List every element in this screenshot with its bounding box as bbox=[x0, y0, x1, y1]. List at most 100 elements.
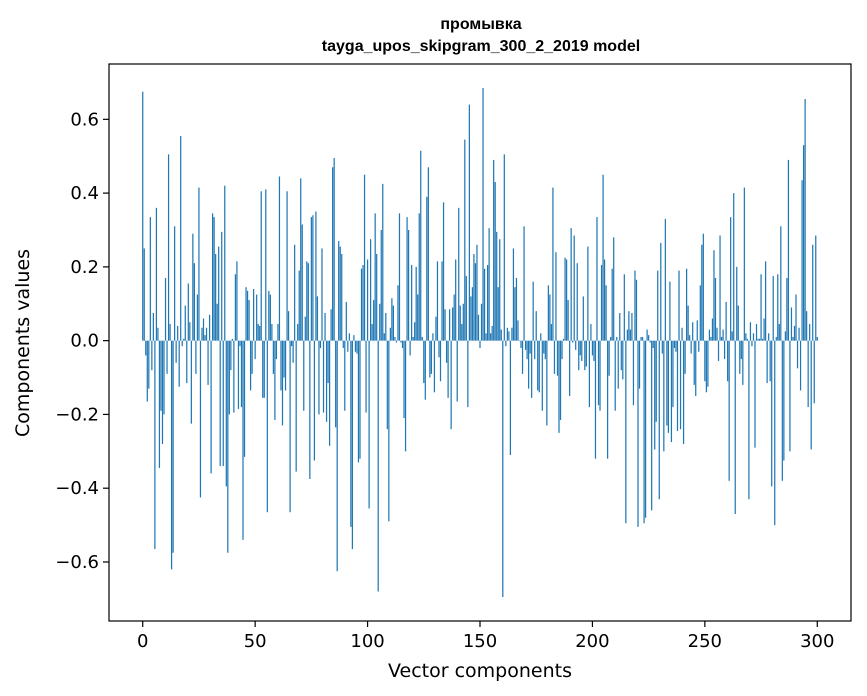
bar bbox=[175, 340, 177, 363]
y-tick-label: 0.0 bbox=[70, 331, 99, 352]
bar bbox=[459, 305, 461, 341]
bar bbox=[298, 270, 300, 341]
bar bbox=[547, 285, 549, 341]
bar bbox=[248, 300, 250, 341]
bar bbox=[623, 274, 625, 341]
x-tick-label: 300 bbox=[800, 631, 834, 652]
bar bbox=[529, 340, 531, 354]
bar bbox=[196, 294, 199, 341]
y-tick-label: 0.2 bbox=[70, 257, 99, 278]
bar bbox=[427, 167, 429, 341]
bar bbox=[254, 340, 256, 360]
bar bbox=[667, 340, 669, 433]
bar bbox=[752, 333, 755, 341]
bar bbox=[468, 104, 470, 341]
bar bbox=[240, 340, 243, 408]
bar bbox=[581, 340, 583, 361]
bar bbox=[204, 335, 206, 341]
bar bbox=[629, 329, 632, 341]
bar bbox=[689, 335, 691, 341]
bar bbox=[553, 340, 556, 374]
bar bbox=[429, 340, 431, 378]
bar bbox=[798, 327, 800, 341]
bar bbox=[263, 340, 265, 398]
chart-subtitle: tayga_upos_skipgram_300_2_2019 model bbox=[322, 38, 640, 55]
bar bbox=[765, 261, 767, 341]
bar bbox=[370, 239, 372, 341]
bar bbox=[766, 340, 768, 384]
bar bbox=[556, 340, 559, 376]
bar bbox=[699, 285, 701, 341]
bar bbox=[675, 340, 677, 352]
bar bbox=[461, 324, 463, 341]
bar bbox=[648, 335, 650, 341]
x-axis-label: Vector components bbox=[388, 660, 572, 682]
bar bbox=[412, 336, 414, 341]
bar bbox=[415, 266, 417, 341]
bar bbox=[411, 265, 413, 341]
bar bbox=[600, 265, 603, 341]
bar bbox=[210, 340, 212, 474]
bar bbox=[275, 340, 278, 360]
bar bbox=[174, 226, 176, 341]
bar bbox=[713, 250, 715, 341]
bar bbox=[602, 174, 604, 341]
bar bbox=[377, 340, 379, 592]
bar bbox=[619, 312, 621, 341]
bar bbox=[374, 213, 376, 341]
bar bbox=[338, 241, 340, 341]
bar bbox=[739, 340, 741, 374]
bar bbox=[742, 340, 744, 385]
bar bbox=[385, 312, 387, 341]
x-tick-label: 150 bbox=[463, 631, 497, 652]
bar bbox=[644, 340, 647, 518]
bar bbox=[792, 336, 794, 341]
bar bbox=[233, 340, 235, 413]
bar bbox=[605, 285, 607, 341]
bar bbox=[684, 340, 686, 374]
bar bbox=[578, 340, 580, 371]
bar bbox=[386, 340, 388, 430]
bar bbox=[145, 340, 147, 356]
bar bbox=[286, 191, 288, 341]
bar bbox=[395, 340, 398, 343]
bar bbox=[775, 336, 777, 341]
bar bbox=[328, 340, 331, 446]
bar bbox=[287, 311, 290, 341]
bar bbox=[535, 311, 537, 341]
bar bbox=[521, 340, 524, 374]
bar bbox=[780, 226, 782, 341]
y-tick-label: 0.4 bbox=[70, 183, 99, 204]
bar bbox=[256, 294, 258, 341]
bar bbox=[696, 320, 698, 341]
bar bbox=[195, 340, 197, 374]
bar bbox=[534, 340, 536, 360]
bar bbox=[212, 213, 214, 341]
bar bbox=[579, 340, 581, 356]
bar bbox=[373, 300, 375, 341]
bar bbox=[161, 340, 164, 444]
bar bbox=[146, 340, 148, 402]
bar bbox=[777, 274, 779, 341]
bar bbox=[368, 340, 370, 509]
bar bbox=[582, 296, 584, 341]
bar bbox=[149, 217, 151, 341]
bar bbox=[158, 340, 161, 468]
bar bbox=[613, 237, 615, 341]
bar bbox=[631, 312, 633, 341]
bar bbox=[280, 340, 282, 391]
bar bbox=[151, 340, 153, 371]
bar bbox=[620, 340, 622, 371]
bar bbox=[418, 213, 420, 341]
bar bbox=[661, 340, 663, 354]
bar bbox=[190, 340, 192, 424]
bar bbox=[640, 336, 642, 341]
bar bbox=[221, 231, 223, 341]
bar bbox=[628, 311, 630, 341]
bar bbox=[360, 268, 363, 341]
bar bbox=[142, 91, 144, 341]
bar bbox=[315, 211, 317, 341]
bar bbox=[177, 325, 179, 341]
bar bbox=[588, 340, 590, 408]
bar bbox=[660, 242, 662, 341]
